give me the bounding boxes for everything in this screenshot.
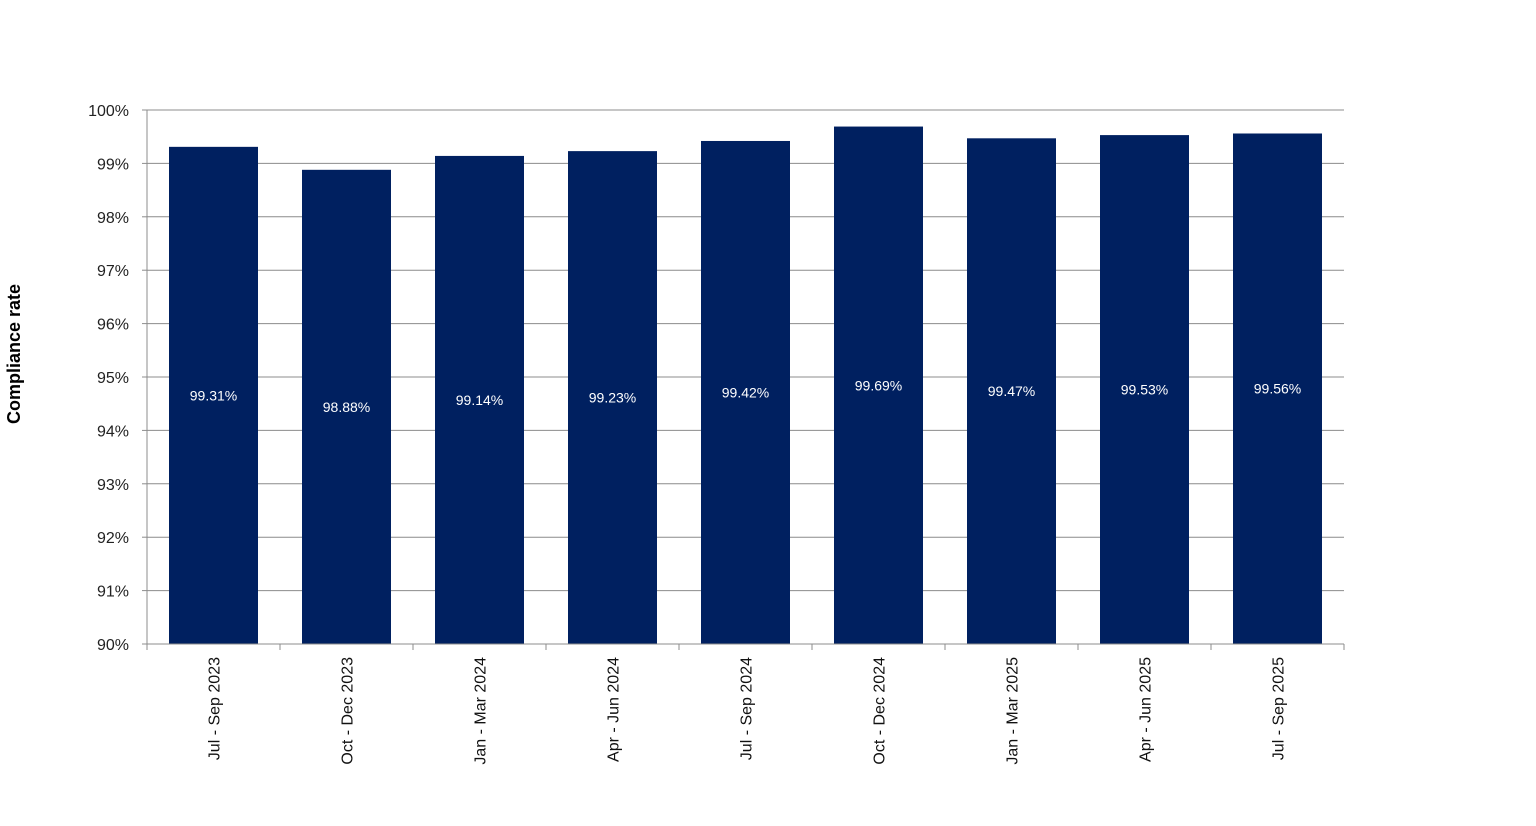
y-axis-label: Compliance rate bbox=[4, 284, 24, 424]
y-tick-label: 94% bbox=[97, 423, 129, 440]
data-label: 99.14% bbox=[456, 392, 503, 408]
data-label: 98.88% bbox=[323, 399, 370, 415]
x-axis-ticks: Jul - Sep 2023 Oct - Dec 2023 Jan - Mar 20… bbox=[146, 644, 1345, 765]
axes bbox=[146, 110, 1344, 645]
bar bbox=[169, 146, 258, 644]
y-axis-ticks: 90% 91% 92% 93% 94% 95% 96% 97% 98% 99% 100% bbox=[88, 103, 147, 654]
y-tick-label: 96% bbox=[97, 317, 129, 334]
bar bbox=[435, 155, 524, 644]
y-tick-label: 95% bbox=[97, 370, 129, 387]
bar bbox=[302, 169, 391, 645]
bar bbox=[568, 151, 657, 645]
x-tick-label: Apr - Jun 2025 bbox=[1138, 657, 1155, 762]
y-tick-label: 100% bbox=[88, 103, 129, 120]
x-tick-label: Jan - Mar 2024 bbox=[473, 657, 490, 765]
bar bbox=[834, 126, 923, 644]
y-tick-label: 97% bbox=[97, 263, 129, 280]
y-tick-label: 91% bbox=[97, 584, 129, 601]
y-tick-label: 99% bbox=[97, 156, 129, 173]
bars bbox=[169, 126, 1322, 645]
data-label: 99.53% bbox=[1121, 382, 1168, 398]
x-tick-label: Jul - Sep 2024 bbox=[739, 657, 756, 760]
y-tick-label: 92% bbox=[97, 530, 129, 547]
y-tick-label: 98% bbox=[97, 210, 129, 227]
data-label: 99.47% bbox=[988, 383, 1035, 399]
x-tick-label: Jul - Sep 2023 bbox=[207, 657, 224, 760]
data-label: 99.56% bbox=[1254, 381, 1301, 397]
x-tick-label: Jan - Mar 2025 bbox=[1005, 657, 1022, 765]
data-label: 99.69% bbox=[855, 377, 902, 393]
data-label: 99.31% bbox=[190, 387, 237, 403]
data-label: 99.42% bbox=[722, 384, 769, 400]
bar bbox=[1100, 135, 1189, 644]
data-label: 99.23% bbox=[589, 390, 636, 406]
x-tick-label: Apr - Jun 2024 bbox=[606, 657, 623, 762]
bar bbox=[1233, 133, 1322, 644]
x-tick-label: Oct - Dec 2024 bbox=[872, 657, 889, 765]
bar bbox=[967, 138, 1056, 644]
x-tick-label: Oct - Dec 2023 bbox=[340, 657, 357, 765]
y-tick-label: 90% bbox=[97, 637, 129, 654]
x-tick-label: Jul - Sep 2025 bbox=[1271, 657, 1288, 760]
y-tick-label: 93% bbox=[97, 477, 129, 494]
bar bbox=[701, 140, 790, 645]
data-labels: 99.31% 98.88% 99.14% 99.23% 99.42% 99.69% 99.4… bbox=[190, 377, 1301, 415]
